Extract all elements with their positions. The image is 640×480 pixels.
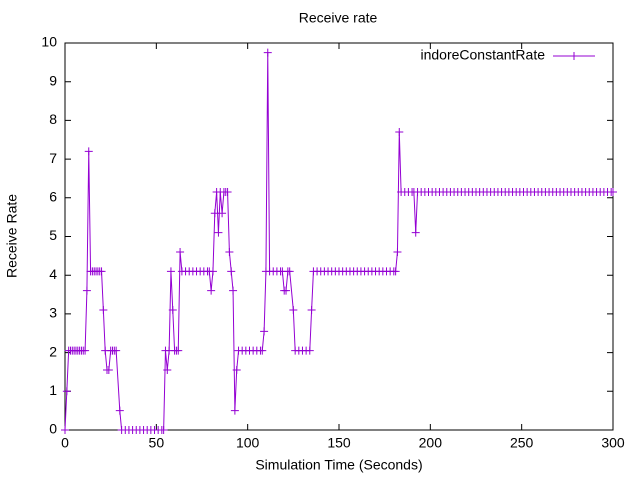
point-marker	[159, 426, 168, 434]
point-marker	[223, 187, 232, 196]
point-marker	[174, 346, 183, 355]
point-marker	[82, 286, 91, 295]
chart-title: Receive rate	[299, 10, 378, 26]
x-tick-label: 250	[510, 435, 534, 451]
y-tick-label: 9	[49, 72, 57, 88]
x-tick-label: 150	[327, 435, 351, 451]
point-marker	[176, 247, 185, 256]
y-tick-label: 6	[49, 189, 57, 205]
point-marker	[289, 306, 298, 315]
y-tick-label: 3	[49, 305, 57, 321]
point-marker	[97, 267, 106, 276]
point-marker	[210, 209, 219, 218]
point-marker	[232, 366, 241, 375]
x-tick-label: 300	[601, 435, 625, 451]
x-tick-label: 200	[419, 435, 443, 451]
y-tick-label: 0	[49, 421, 57, 437]
point-marker	[307, 306, 316, 315]
point-marker	[84, 147, 93, 156]
point-marker	[81, 346, 90, 355]
point-marker	[227, 267, 236, 276]
point-marker	[115, 406, 124, 415]
y-tick-label: 7	[49, 150, 57, 166]
point-marker	[163, 366, 172, 375]
y-tick-label: 10	[41, 34, 57, 50]
point-marker	[282, 286, 291, 295]
point-marker	[168, 306, 177, 315]
point-marker	[260, 327, 269, 336]
y-tick-label: 5	[49, 227, 57, 243]
point-marker	[305, 346, 314, 355]
point-marker	[61, 426, 69, 434]
point-marker	[62, 387, 71, 396]
y-tick-label: 2	[49, 343, 57, 359]
x-axis-label: Simulation Time (Seconds)	[255, 457, 422, 473]
point-marker	[218, 209, 227, 218]
legend-label: indoreConstantRate	[420, 47, 545, 63]
point-marker	[112, 346, 121, 355]
point-marker	[230, 406, 239, 415]
point-marker	[393, 247, 402, 256]
x-tick-label: 100	[236, 435, 260, 451]
series-line	[64, 52, 613, 431]
point-marker	[225, 247, 234, 256]
point-marker	[166, 267, 175, 276]
point-marker	[99, 306, 108, 315]
x-tick-label: 50	[149, 435, 165, 451]
point-marker	[214, 228, 223, 237]
y-tick-label: 1	[49, 382, 57, 398]
point-marker	[229, 286, 238, 295]
plot-frame	[64, 42, 614, 431]
legend-swatch	[553, 52, 595, 60]
point-marker	[391, 267, 400, 276]
point-marker	[104, 366, 113, 375]
point-marker	[285, 267, 294, 276]
y-axis-label: Receive Rate	[4, 194, 20, 278]
point-marker	[258, 346, 267, 355]
point-marker	[609, 187, 617, 196]
point-marker	[263, 48, 272, 57]
point-marker	[208, 267, 217, 276]
point-marker	[395, 128, 404, 137]
y-tick-label: 8	[49, 111, 57, 127]
y-tick-label: 4	[49, 266, 57, 282]
point-marker	[411, 228, 420, 237]
point-marker	[207, 286, 216, 295]
x-tick-label: 0	[61, 435, 69, 451]
